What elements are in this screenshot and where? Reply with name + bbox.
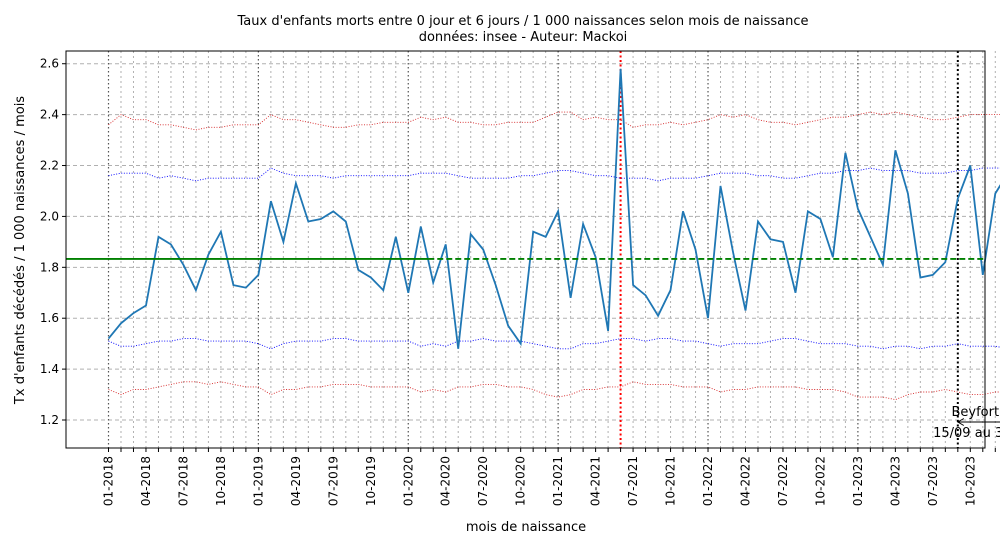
chart-subtitle: données: insee - Auteur: Mackoi [419, 30, 628, 45]
y-tick-label: 2.6 [40, 57, 59, 71]
x-tick-label: 07-2021 [626, 456, 640, 506]
x-tick-label: 07-2018 [176, 456, 190, 506]
x-tick-label: 04-2023 [888, 456, 902, 506]
annotation-sublabel: 15/09 au 31/01 [933, 426, 1000, 441]
annotation-label: Beyfortus [951, 405, 1000, 420]
plot-frame [65, 50, 986, 449]
x-tick-label: 04-2022 [738, 456, 752, 506]
x-axis-label: mois de naissance [466, 520, 586, 535]
x-tick-label: 04-2019 [289, 456, 303, 506]
x-tick-label: 01-2019 [251, 456, 265, 506]
x-tick-label: 07-2019 [326, 456, 340, 506]
series-envelope-line [108, 167, 1000, 182]
x-tick-label: 07-2020 [476, 456, 490, 506]
x-tick-label: 07-2022 [776, 456, 790, 506]
series-group [107, 68, 1000, 401]
x-tick-label: 10-2020 [514, 456, 528, 506]
x-tick-label: 07-2023 [926, 456, 940, 506]
x-tick-label: 10-2019 [364, 456, 378, 506]
x-tick-label: 10-2021 [664, 456, 678, 506]
x-tick-label: 10-2022 [813, 456, 827, 506]
series-envelope-line [108, 338, 1000, 350]
y-tick-label: 2.4 [40, 108, 59, 122]
annotations: Beyfortus15/09 au 31/01Beyfortus15/09 au… [933, 405, 1000, 441]
y-tick-label: 2.0 [40, 209, 59, 223]
y-tick-label: 2.2 [40, 159, 59, 173]
y-tick-label: 1.6 [40, 311, 59, 325]
annotation-arrow-head-left [956, 418, 965, 426]
grid [66, 51, 996, 448]
x-tick-label: 04-2020 [439, 456, 453, 506]
x-tick-label: 10-2023 [963, 456, 977, 506]
x-axis-ticks: 01-2018 04-2018 07-2018 10-2018 01-2019 04-20… [102, 448, 996, 506]
x-tick-label: 01-2021 [551, 456, 565, 506]
y-axis-label: Tx d'enfants décédés / 1 000 naissances … [13, 96, 28, 405]
series-envelope-line [108, 111, 1000, 131]
x-tick-label: 04-2018 [139, 456, 153, 506]
vertical-markers [107, 51, 959, 448]
chart-title: Taux d'enfants morts entre 0 jour et 6 j… [237, 14, 809, 29]
x-tick-label: 01-2018 [102, 456, 116, 506]
x-tick-label: 10-2018 [214, 456, 228, 506]
y-tick-label: 1.8 [40, 260, 59, 274]
y-tick-label: 1.4 [40, 362, 59, 376]
x-tick-label: 04-2021 [589, 456, 603, 506]
x-tick-label: 01-2022 [701, 456, 715, 506]
series-main-line [107, 68, 1000, 349]
x-tick-label: 01-2020 [401, 456, 415, 506]
y-tick-label: 1.2 [40, 413, 59, 427]
y-axis-ticks: 1.2 1.4 1.6 1.8 2.0 2.2 2.4 2.6 [40, 57, 66, 427]
series-envelope-line [108, 381, 1000, 401]
x-tick-label: 01-2023 [851, 456, 865, 506]
